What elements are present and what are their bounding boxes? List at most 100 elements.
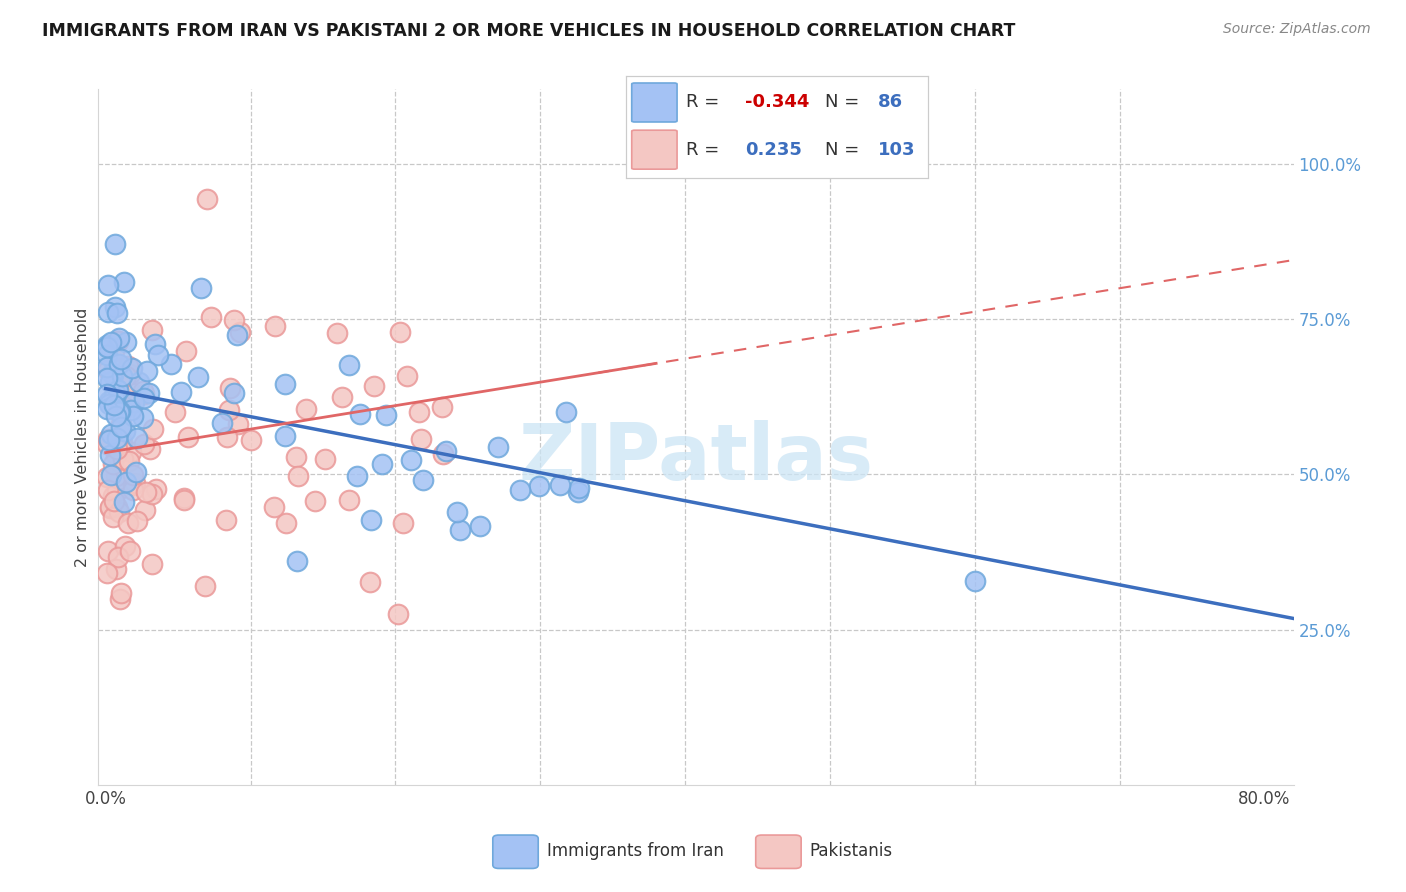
Point: [105, 382, 128, 396]
Point: [105, 433, 128, 447]
Point: [108, 331, 131, 345]
Point: [108, 405, 131, 419]
Point: [554, 405, 576, 419]
Point: [146, 348, 169, 362]
Point: [449, 524, 471, 538]
Point: [285, 554, 308, 568]
Point: [226, 328, 249, 343]
Point: [412, 473, 434, 487]
Point: [190, 281, 212, 295]
Point: [107, 472, 129, 486]
Point: [359, 575, 381, 590]
Point: [107, 334, 129, 349]
Point: [118, 367, 141, 381]
Point: [295, 402, 318, 417]
Point: [96, 402, 118, 417]
Point: [446, 505, 468, 519]
Point: [326, 326, 349, 340]
Text: N =: N =: [825, 141, 865, 159]
Point: [218, 403, 240, 417]
Point: [104, 385, 127, 400]
Point: [112, 495, 135, 509]
Point: [107, 334, 129, 349]
Point: [337, 359, 360, 373]
Point: [117, 516, 139, 530]
Point: [105, 484, 128, 499]
Text: Source: ZipAtlas.com: Source: ZipAtlas.com: [1223, 22, 1371, 37]
Text: 86: 86: [879, 94, 903, 112]
Point: [349, 407, 371, 421]
Point: [263, 500, 285, 514]
Point: [100, 375, 122, 389]
Point: [97, 397, 120, 411]
Point: [121, 360, 143, 375]
Point: [103, 390, 125, 404]
Point: [124, 475, 146, 490]
Point: [314, 451, 336, 466]
Point: [120, 403, 142, 417]
Point: [135, 484, 157, 499]
Point: [132, 384, 155, 398]
Text: 0.235: 0.235: [745, 141, 801, 159]
Point: [103, 398, 125, 412]
Text: 103: 103: [879, 141, 915, 159]
Point: [96, 338, 118, 352]
Point: [101, 436, 124, 450]
Point: [141, 487, 163, 501]
Point: [97, 305, 120, 319]
Point: [111, 401, 134, 415]
Point: [360, 513, 382, 527]
Point: [104, 301, 127, 315]
Point: [527, 479, 550, 493]
Point: [135, 364, 157, 378]
Point: [215, 430, 238, 444]
Point: [96, 340, 118, 354]
Point: [121, 468, 143, 483]
Point: [110, 586, 132, 600]
Point: [138, 385, 160, 400]
Point: [127, 515, 149, 529]
Point: [142, 421, 165, 435]
Y-axis label: 2 or more Vehicles in Household: 2 or more Vehicles in Household: [75, 308, 90, 566]
Point: [141, 557, 163, 571]
Text: N =: N =: [825, 94, 865, 112]
Point: [139, 442, 162, 457]
Text: R =: R =: [686, 94, 725, 112]
Text: -0.344: -0.344: [745, 94, 810, 112]
Point: [103, 391, 125, 405]
Point: [470, 519, 492, 533]
Point: [409, 432, 432, 446]
Point: [432, 447, 454, 461]
Point: [101, 489, 124, 503]
Point: [96, 566, 118, 580]
Text: Pakistanis: Pakistanis: [810, 842, 893, 860]
Point: [121, 409, 143, 423]
Point: [134, 503, 156, 517]
Point: [108, 404, 131, 418]
Point: [111, 368, 134, 383]
Point: [114, 369, 136, 384]
Point: [486, 440, 509, 454]
Point: [114, 539, 136, 553]
Point: [122, 394, 145, 409]
Point: [222, 385, 245, 400]
Point: [568, 481, 591, 495]
Point: [174, 343, 197, 358]
Point: [963, 574, 986, 588]
Point: [97, 433, 120, 447]
Point: [103, 510, 125, 524]
Point: [240, 433, 263, 447]
Point: [122, 478, 145, 492]
Point: [111, 434, 134, 449]
Point: [194, 578, 217, 592]
Point: [108, 504, 131, 518]
Point: [274, 377, 297, 392]
Point: [112, 451, 135, 466]
Point: [117, 359, 139, 374]
FancyBboxPatch shape: [494, 835, 538, 869]
Point: [96, 470, 118, 484]
Text: ZIPatlas: ZIPatlas: [519, 420, 873, 496]
Point: [264, 318, 287, 333]
FancyBboxPatch shape: [631, 83, 678, 122]
Point: [226, 417, 249, 431]
